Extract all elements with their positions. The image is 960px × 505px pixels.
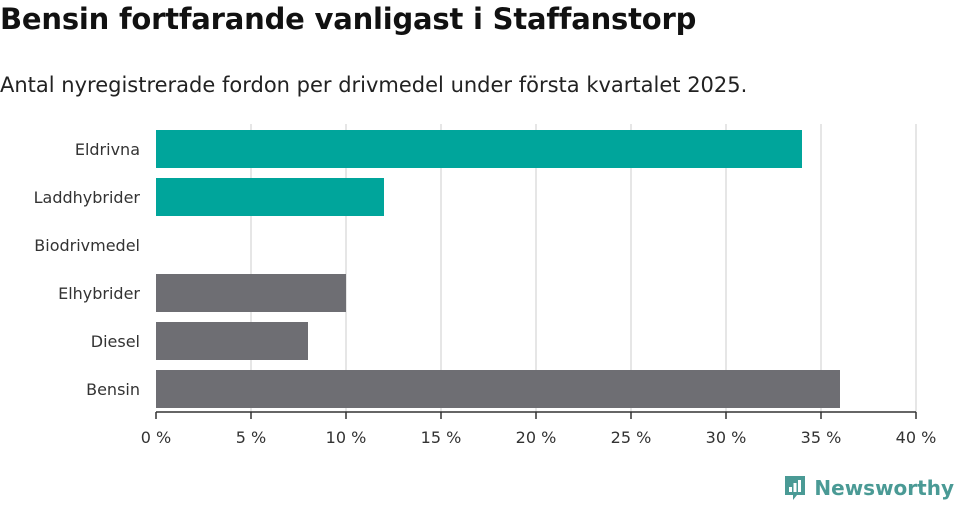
category-label: Laddhybrider	[34, 188, 141, 207]
x-tick-label: 40 %	[896, 428, 937, 447]
x-tick-label: 30 %	[706, 428, 747, 447]
category-label: Elhybrider	[58, 284, 140, 303]
x-axis: 0 % 5 % 10 % 15 % 20 % 25 % 30 % 35 % 40 %	[141, 411, 937, 447]
bar-eldrivna	[156, 130, 802, 168]
x-tick-label: 15 %	[421, 428, 462, 447]
category-label: Diesel	[91, 332, 140, 351]
bar-laddhybrider	[156, 178, 384, 216]
bar-bensin	[156, 370, 840, 408]
bars	[156, 130, 840, 408]
x-tick-label: 35 %	[801, 428, 842, 447]
x-tick-label: 10 %	[326, 428, 367, 447]
chart-title: Bensin fortfarande vanligast i Staffanst…	[0, 2, 697, 36]
newsworthy-logo: Newsworthy	[783, 474, 954, 502]
x-tick-label: 5 %	[236, 428, 266, 447]
x-tick-label: 20 %	[516, 428, 557, 447]
category-label: Eldrivna	[75, 140, 140, 159]
x-tick-label: 25 %	[611, 428, 652, 447]
category-labels: Eldrivna Laddhybrider Biodrivmedel Elhybrid…	[34, 140, 141, 399]
category-label: Biodrivmedel	[34, 236, 140, 255]
bar-elhybrider	[156, 274, 346, 312]
logo-text: Newsworthy	[814, 476, 954, 500]
bar-diesel	[156, 322, 308, 360]
chart-subtitle: Antal nyregistrerade fordon per drivmede…	[0, 73, 748, 97]
newsworthy-logo-icon	[785, 476, 806, 500]
grid-lines	[250, 124, 917, 412]
category-label: Bensin	[86, 380, 140, 399]
x-tick-label: 0 %	[141, 428, 171, 447]
